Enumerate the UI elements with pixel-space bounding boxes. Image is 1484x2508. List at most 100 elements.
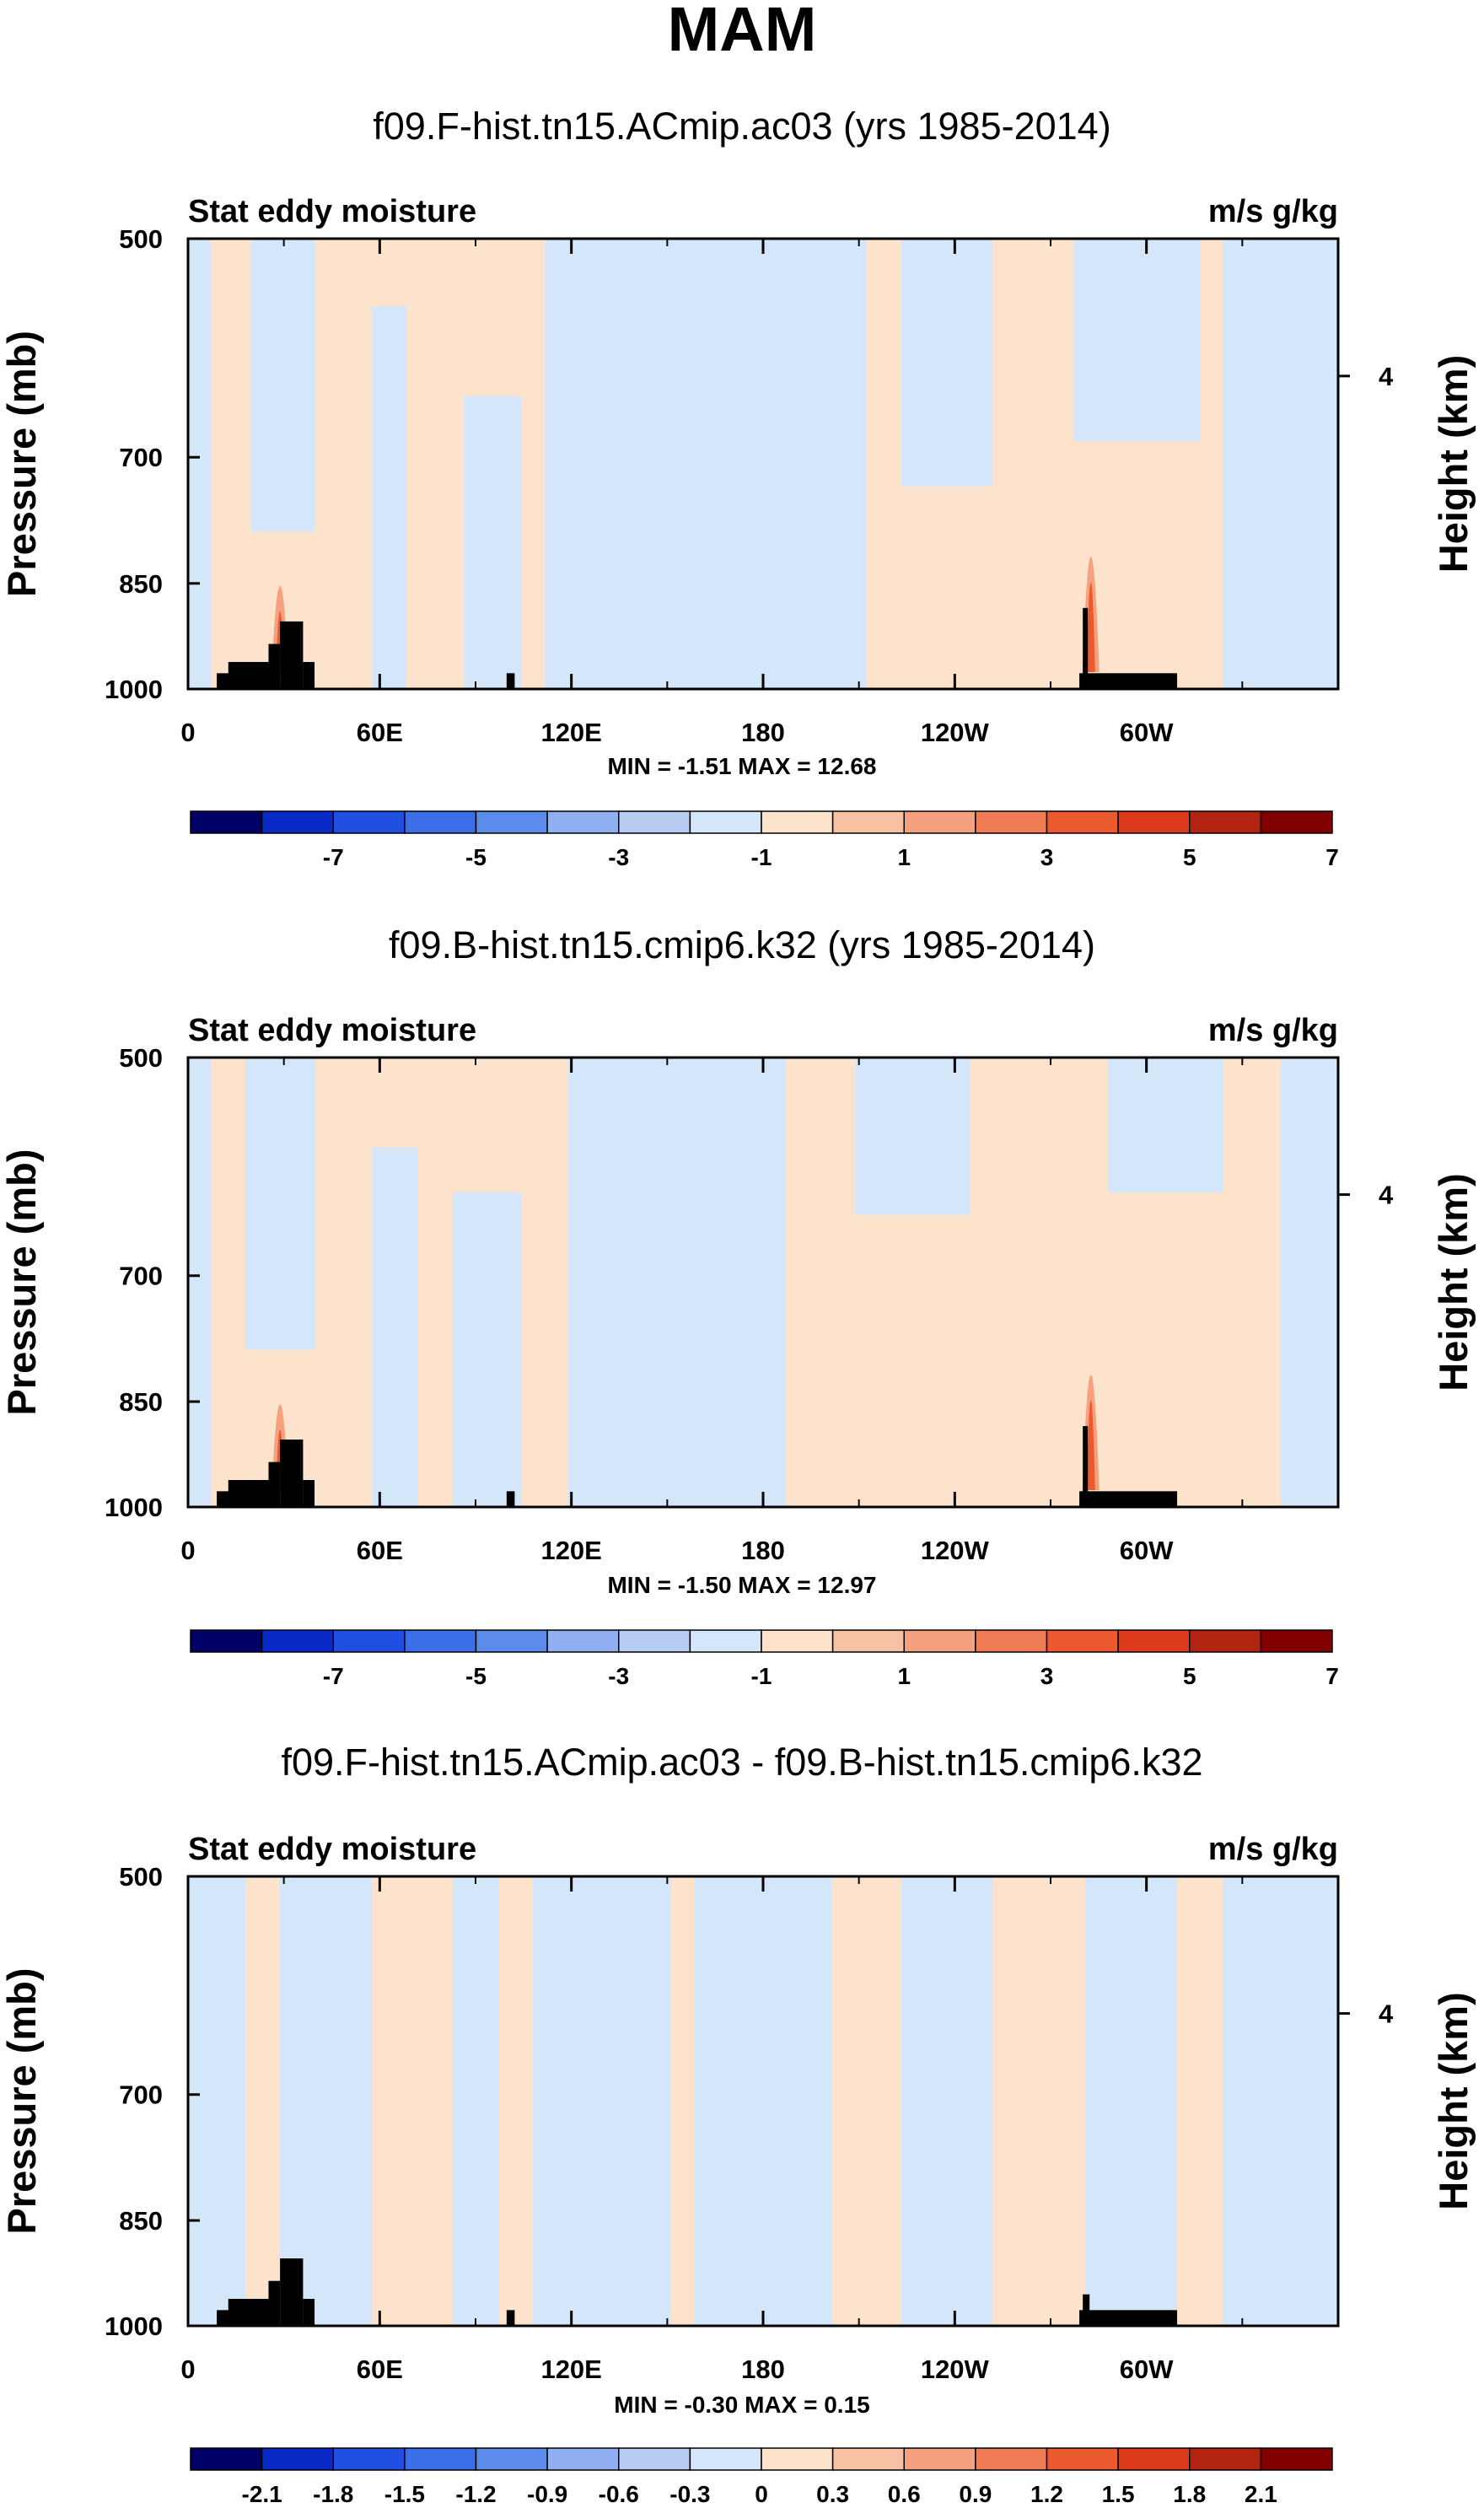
colorbar-swatch	[689, 810, 762, 834]
colorbar-label: 1.5	[1102, 2481, 1135, 2507]
x-tick-label: 0	[180, 2355, 195, 2384]
terrain-mask	[268, 643, 281, 689]
colorbar-swatch	[761, 810, 834, 834]
colorbar-swatch	[332, 2447, 406, 2471]
colorbar-label: 0.3	[816, 2481, 849, 2507]
height-tick-label: 4	[1379, 1181, 1394, 1210]
field-negative-region	[1073, 239, 1201, 442]
colorbar-swatch	[546, 2447, 620, 2471]
field-negative-region	[251, 239, 315, 532]
terrain-mask	[506, 1491, 515, 1507]
colorbar-swatch	[475, 810, 548, 834]
colorbar-swatch	[761, 2447, 834, 2471]
terrain-mask	[280, 2258, 304, 2326]
colorbar-swatch	[332, 1629, 406, 1653]
x-tick-label: 120E	[540, 2355, 601, 2384]
colorbar-swatch	[1260, 810, 1333, 834]
y-tick-label: 500	[119, 1043, 163, 1073]
moisture-plume-core	[1086, 1400, 1095, 1490]
field-negative-region	[245, 1058, 315, 1350]
colorbar-swatch	[1046, 810, 1119, 834]
terrain-mask	[1083, 2294, 1090, 2326]
y-tick-label: 1000	[105, 2312, 163, 2341]
colorbar-swatch	[546, 810, 620, 834]
colorbar-swatch	[404, 1629, 477, 1653]
colorbar-label: -1	[751, 1663, 772, 1689]
y-axis-label-right: Height (km)	[1431, 355, 1476, 573]
colorbar-swatch	[1189, 2447, 1262, 2471]
colorbar-swatch	[1189, 810, 1262, 834]
y-tick-label: 850	[119, 2206, 163, 2236]
terrain-mask	[303, 661, 315, 689]
field-negative-region	[682, 239, 867, 689]
terrain-mask	[1083, 1426, 1089, 1507]
colorbar-swatch	[475, 2447, 548, 2471]
x-tick-label: 180	[741, 1536, 785, 1565]
colorbar-swatch	[546, 1629, 620, 1653]
colorbar-swatch	[404, 810, 477, 834]
terrain-mask	[228, 1480, 269, 1507]
colorbar-swatch	[261, 810, 334, 834]
panel-left-label: Stat eddy moisture	[188, 1013, 476, 1048]
colorbar-label: -2.1	[242, 2481, 282, 2507]
field-negative-region	[694, 1876, 832, 2326]
x-tick-label: 60E	[357, 1536, 403, 1565]
colorbar-label: 1	[897, 1663, 911, 1689]
colorbar-swatch	[689, 2447, 762, 2471]
colorbar-swatch	[1046, 1629, 1119, 1653]
panel-left-label: Stat eddy moisture	[188, 1832, 476, 1867]
colorbar-label: -0.9	[527, 2481, 567, 2507]
terrain-mask	[280, 621, 304, 689]
y-tick-label: 850	[119, 1387, 163, 1417]
colorbar-label: -1.8	[313, 2481, 353, 2507]
colorbar-swatch	[190, 810, 263, 834]
field-negative-region	[901, 1876, 993, 2326]
x-tick-label: 120W	[921, 1536, 990, 1565]
colorbar-swatch	[261, 2447, 334, 2471]
colorbar-swatch	[1260, 2447, 1333, 2471]
colorbar-swatch	[903, 2447, 976, 2471]
colorbar-swatch	[831, 2447, 905, 2471]
colorbar-label: 5	[1183, 844, 1196, 870]
terrain-mask	[506, 2310, 515, 2326]
colorbar-label: 1.2	[1030, 2481, 1063, 2507]
colorbar-swatch	[903, 810, 976, 834]
colorbar-swatch	[404, 2447, 477, 2471]
colorbar-swatch	[975, 810, 1048, 834]
colorbar-swatch	[975, 2447, 1048, 2471]
field-negative-region	[901, 239, 993, 487]
colorbar-label: -1.2	[455, 2481, 496, 2507]
min-max-stats: MIN = -0.30 MAX = 0.15	[614, 2392, 869, 2418]
x-tick-label: 0	[180, 1536, 195, 1565]
colorbar-label: -0.3	[669, 2481, 710, 2507]
colorbar-label: -1.5	[384, 2481, 425, 2507]
colorbar-swatch	[1189, 1629, 1262, 1653]
colorbar-label: 2.1	[1245, 2481, 1277, 2507]
colorbar-label: -5	[465, 1663, 487, 1689]
y-tick-label: 1000	[105, 675, 163, 704]
colorbar-swatch	[190, 2447, 263, 2471]
colorbar-swatch	[761, 1629, 834, 1653]
colorbar-label: -1	[751, 844, 772, 870]
x-tick-label: 60E	[357, 718, 403, 747]
field-negative-region	[452, 1192, 522, 1507]
colorbar-label: -7	[323, 844, 344, 870]
y-axis-label: Pressure (mb)	[0, 1967, 44, 2234]
field-negative-region	[567, 1058, 787, 1507]
terrain-mask	[268, 1461, 281, 1507]
colorbar-swatch	[190, 1629, 263, 1653]
colorbar-label: 3	[1040, 1663, 1054, 1689]
y-tick-label: 500	[119, 1862, 163, 1892]
figure-title: MAM	[668, 0, 817, 64]
colorbar-label: -3	[608, 844, 629, 870]
field-negative-region	[544, 239, 695, 689]
terrain-mask	[268, 2280, 281, 2326]
field-negative-region	[372, 306, 407, 689]
x-tick-label: 120W	[921, 718, 990, 747]
height-tick-label: 4	[1379, 1999, 1394, 2029]
terrain-mask	[1083, 607, 1089, 689]
y-axis-label: Pressure (mb)	[0, 1149, 44, 1415]
colorbar-swatch	[689, 1629, 762, 1653]
terrain-mask	[1079, 673, 1178, 689]
